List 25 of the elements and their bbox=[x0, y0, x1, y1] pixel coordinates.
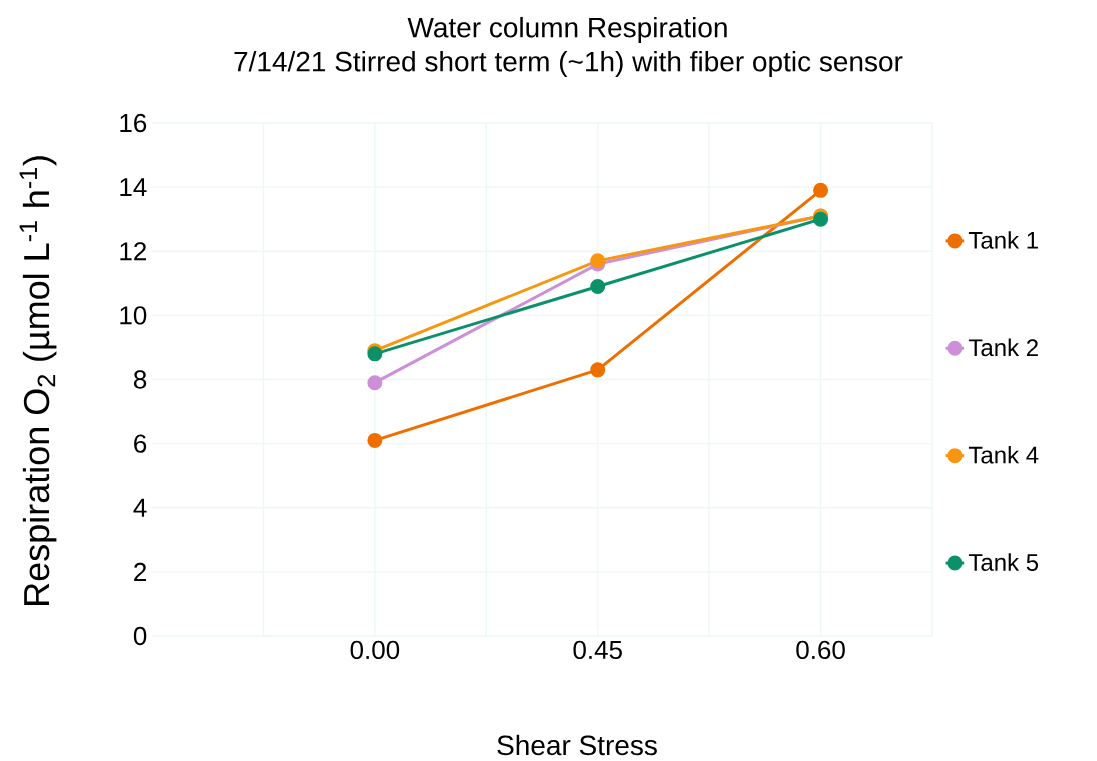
y-tick-label: 14 bbox=[120, 178, 147, 197]
chart-title: Water column Respiration bbox=[407, 16, 727, 44]
legend-label: Tank 5 bbox=[968, 553, 1039, 571]
point bbox=[590, 362, 606, 378]
legend-label: Tank 1 bbox=[968, 231, 1038, 249]
x-axis-title: Shear Stress bbox=[497, 734, 657, 756]
y-tick-label: 10 bbox=[120, 306, 147, 325]
y-tick-label: 2 bbox=[134, 562, 146, 581]
y-tick-label: 6 bbox=[134, 434, 147, 453]
legend-label: Tank 4 bbox=[968, 445, 1039, 464]
chart-subtitle: 7/14/21 Stirred short term (~1h) with fiber optic sensor bbox=[234, 50, 903, 78]
legend-label: Tank 2 bbox=[968, 338, 1038, 357]
x-tick-label: 0.60 bbox=[796, 640, 845, 660]
point bbox=[367, 375, 383, 391]
x-tick-label: 0.45 bbox=[573, 640, 622, 660]
y-axis-title: Respiration O$_{2}$ (µmol L$^{-1}$ h$^{-1}$) bbox=[19, 156, 57, 605]
x-tick-label: 0.00 bbox=[350, 640, 400, 660]
point bbox=[813, 182, 829, 198]
y-tick-label: 16 bbox=[120, 113, 147, 133]
y-tick-label: 0 bbox=[133, 626, 147, 646]
y-tick-label: 12 bbox=[120, 242, 146, 261]
y-tick-label: 8 bbox=[133, 370, 147, 389]
point bbox=[590, 279, 606, 295]
y-tick-label: 4 bbox=[133, 498, 147, 517]
point bbox=[367, 432, 383, 448]
